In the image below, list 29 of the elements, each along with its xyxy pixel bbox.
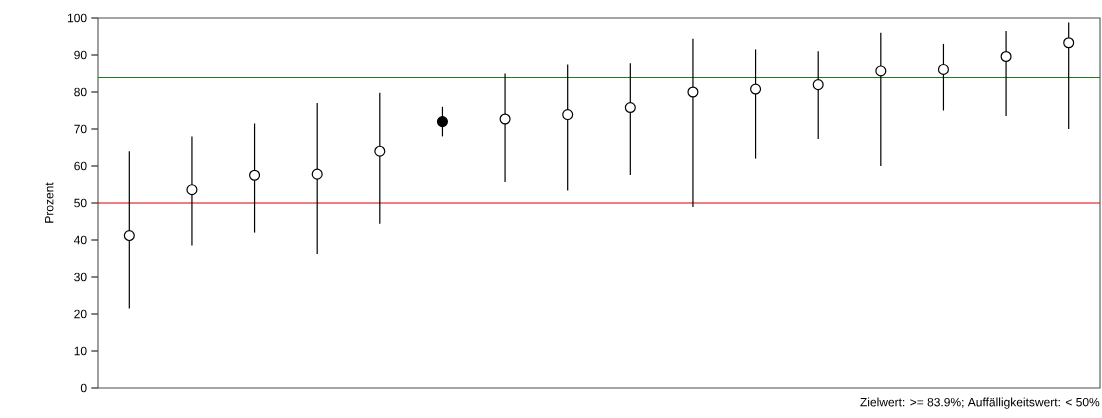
y-tick-label: 10 xyxy=(74,346,87,356)
point xyxy=(1063,37,1075,49)
point xyxy=(374,145,386,157)
y-tick-label: 30 xyxy=(74,272,87,282)
y-tick-label: 60 xyxy=(74,161,87,171)
point xyxy=(123,230,135,242)
y-tick-label: 0 xyxy=(80,383,87,393)
y-tick-label: 80 xyxy=(74,87,87,97)
point xyxy=(499,113,511,125)
y-tick-label: 50 xyxy=(74,198,87,208)
y-tick-label: 90 xyxy=(74,50,87,60)
point xyxy=(624,102,636,114)
y-tick-label: 100 xyxy=(67,13,87,23)
y-axis-title: Prozent xyxy=(45,182,54,223)
y-tick-label: 20 xyxy=(74,309,87,319)
point xyxy=(687,86,699,98)
text: Zielwert: >= 83.9%; Auffälligkeitswert: < 50% xyxy=(860,397,1100,409)
y-tick-label: 70 xyxy=(74,124,87,134)
point xyxy=(750,83,762,95)
y-tick-label: 40 xyxy=(73,235,87,245)
point xyxy=(875,65,887,77)
point xyxy=(812,79,824,91)
point xyxy=(249,169,261,181)
point xyxy=(562,109,574,121)
point xyxy=(436,116,448,128)
point xyxy=(311,168,323,180)
point xyxy=(937,63,949,75)
point xyxy=(186,184,198,196)
point xyxy=(1000,50,1012,63)
